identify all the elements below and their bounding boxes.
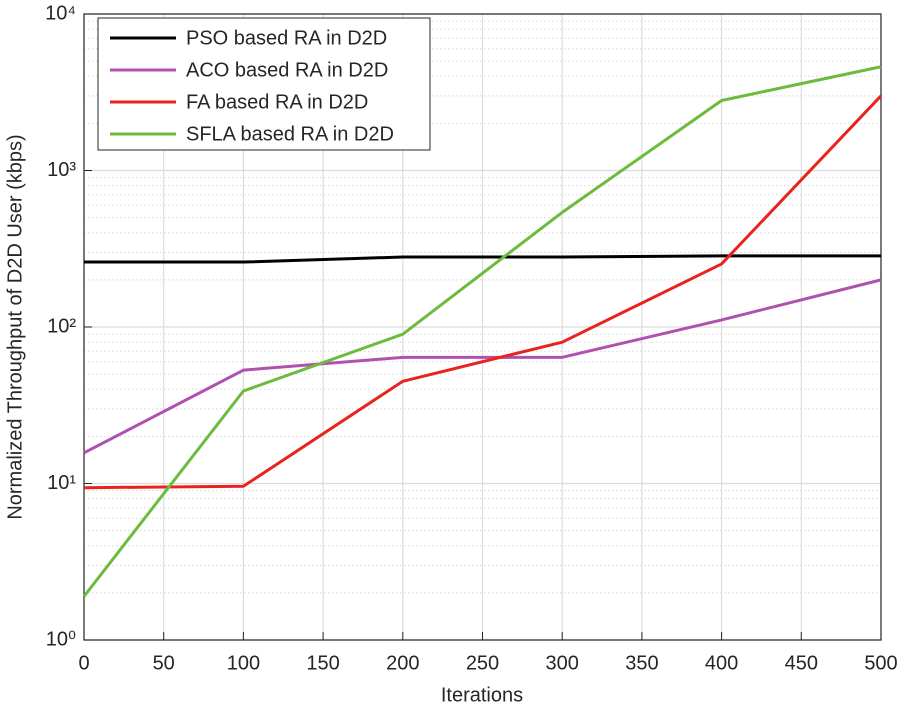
legend-label: ACO based RA in D2D xyxy=(186,59,388,81)
series-line xyxy=(83,278,882,455)
x-tick-label: 0 xyxy=(78,652,89,674)
x-tick-label: 400 xyxy=(705,652,738,674)
y-tick-label: 10³ xyxy=(47,159,76,181)
legend-label: FA based RA in D2D xyxy=(186,91,368,113)
legend-label: SFLA based RA in D2D xyxy=(186,123,394,145)
x-tick-label: 350 xyxy=(625,652,658,674)
x-tick-label: 500 xyxy=(864,652,897,674)
x-axis-label: Iterations xyxy=(441,684,523,706)
plot-frame xyxy=(83,13,882,641)
x-tick-label: 50 xyxy=(153,652,175,674)
y-tick-label: 10⁴ xyxy=(45,2,76,24)
x-tick-label: 100 xyxy=(227,652,260,674)
x-tick-label: 250 xyxy=(466,652,499,674)
y-tick-label: 10² xyxy=(47,315,76,337)
y-axis-label: Normalized Throughput of D2D User (kbps) xyxy=(4,134,26,519)
legend-box xyxy=(97,17,431,151)
x-tick-label: 450 xyxy=(785,652,818,674)
series-line xyxy=(82,65,882,598)
x-tick-label: 150 xyxy=(306,652,339,674)
y-tick-label: 10⁰ xyxy=(46,628,76,650)
x-tick-label: 300 xyxy=(546,652,579,674)
y-tick-label: 10¹ xyxy=(47,472,76,494)
legend: PSO based RA in D2D ACO based RA in D2D FA… xyxy=(97,17,431,151)
series-line xyxy=(84,254,881,264)
x-tick-label: 200 xyxy=(386,652,419,674)
legend-label: PSO based RA in D2D xyxy=(186,27,387,49)
series-line xyxy=(83,94,883,490)
